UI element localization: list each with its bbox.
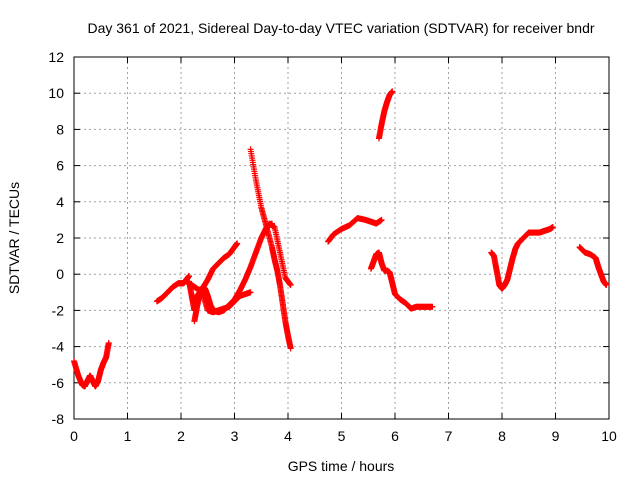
y-tick-label: 8 — [56, 121, 64, 137]
x-tick-label: 8 — [498, 428, 506, 444]
data-point — [287, 282, 294, 289]
data-points — [71, 88, 610, 390]
y-tick-labels: -8 -6 -4 -2 0 2 4 6 8 10 12 — [48, 49, 64, 427]
x-tick-label: 10 — [601, 428, 617, 444]
data-point — [429, 303, 436, 310]
y-axis-label: SDTVAR / TECUs — [6, 182, 22, 294]
x-tick-label: 3 — [231, 428, 239, 444]
data-point — [247, 289, 254, 296]
x-tick-label: 0 — [70, 428, 78, 444]
x-tick-label: 1 — [124, 428, 132, 444]
data-point — [549, 224, 556, 231]
y-tick-label: 10 — [48, 85, 64, 101]
y-tick-label: 0 — [56, 266, 64, 282]
data-point — [378, 216, 385, 223]
y-tick-label: -2 — [52, 302, 65, 318]
x-tick-label: 7 — [445, 428, 453, 444]
data-point — [105, 339, 112, 346]
y-tick-label: 2 — [56, 230, 64, 246]
x-tick-label: 5 — [338, 428, 346, 444]
x-tick-label: 4 — [284, 428, 292, 444]
data-point — [234, 240, 241, 247]
y-tick-label: -4 — [52, 339, 65, 355]
y-tick-label: 6 — [56, 158, 64, 174]
x-tick-label: 2 — [177, 428, 185, 444]
y-tick-label: -6 — [52, 375, 65, 391]
data-point — [186, 273, 193, 280]
x-tick-label: 9 — [552, 428, 560, 444]
chart-title: Day 361 of 2021, Sidereal Day-to-day VTE… — [87, 20, 594, 36]
x-tick-label: 6 — [391, 428, 399, 444]
y-tick-label: -8 — [52, 411, 65, 427]
plot-frame — [73, 56, 610, 420]
grid-lines — [74, 57, 609, 419]
x-axis-label: GPS time / hours — [288, 458, 395, 474]
data-point — [389, 88, 396, 95]
data-point — [603, 282, 610, 289]
x-tick-labels: 0 1 2 3 4 5 6 7 8 9 10 — [70, 428, 617, 444]
y-tick-label: 12 — [48, 49, 64, 65]
data-point — [287, 345, 294, 352]
y-tick-label: 4 — [56, 194, 64, 210]
